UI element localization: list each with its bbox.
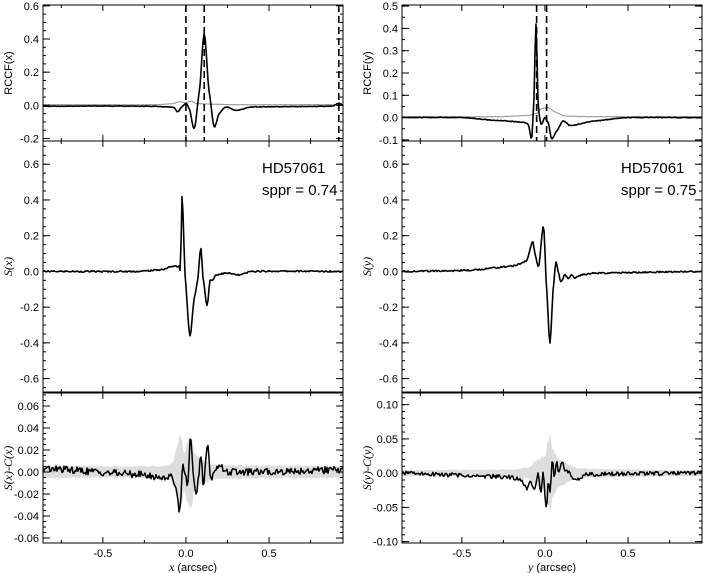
- x-tick-label: 0.5: [261, 548, 276, 560]
- y-tick-label: 0.5: [383, 1, 398, 13]
- x-tick-label: 0.0: [178, 548, 193, 560]
- y-tick-label: 0.02: [18, 445, 39, 457]
- y-axis-label: S(y)-C(y): [360, 446, 374, 491]
- panel-s-minus-c-x: 0.06 0.04 0.02 0.00 -0.02 -0.04 -0.06 -0.5 0.0 0.…: [1, 392, 344, 573]
- x-axis-label-unit: (arcsec): [533, 562, 576, 573]
- axes-frame: [42, 4, 344, 142]
- y-tick-label: 0.3: [383, 46, 398, 58]
- y-tick-label: 0.4: [24, 195, 39, 207]
- axes-frame: [42, 392, 344, 544]
- y-tick-label: -0.06: [14, 533, 39, 545]
- y-tick-label: 0.06: [18, 401, 39, 413]
- y-tick-label: 0.00: [18, 467, 39, 479]
- y-tick-label: 0.0: [383, 113, 398, 125]
- axes-frame: [401, 4, 703, 142]
- y-tick-label: 0.4: [24, 34, 39, 46]
- y-tick-label: 0.4: [383, 195, 398, 207]
- y-tick-label: 0.6: [24, 1, 39, 13]
- y-tick-label: -0.10: [373, 537, 398, 549]
- x-axis-label-unit: (arcsec): [174, 562, 217, 573]
- x-tick-label: 0.5: [620, 548, 635, 560]
- y-tick-label: -0.2: [20, 302, 39, 314]
- x-tick-label: -0.5: [452, 548, 471, 560]
- y-tick-label: -0.2: [379, 302, 398, 314]
- series-RCCF: [402, 23, 702, 140]
- panel-s-x: 0.6 0.4 0.2 0.0 -0.2 -0.4 -0.6 S(x) HD57061 sppr …: [1, 140, 344, 393]
- x-tick-label: -0.5: [93, 548, 112, 560]
- x-axis-label-var: y: [527, 560, 534, 573]
- panel-rccf-y: 0.5 0.4 0.3 0.2 0.1 0.0 -0.1 RCCF(y): [362, 1, 703, 147]
- panel-s-y: 0.6 0.4 0.2 0.0 -0.2 -0.4 -0.6 S(y) HD57061 sppr …: [360, 140, 703, 393]
- y-tick-label: 0.00: [377, 468, 398, 480]
- series-reference: [402, 106, 702, 118]
- y-tick-label: -0.05: [373, 502, 398, 514]
- x-tick-label: 0.0: [537, 548, 552, 560]
- y-tick-label: -0.4: [20, 338, 39, 350]
- y-tick-label: 0.0: [383, 266, 398, 278]
- y-tick-label: 0.1: [383, 90, 398, 102]
- y-tick-label: 0.6: [383, 159, 398, 171]
- star-name-annotation: HD57061: [262, 160, 325, 177]
- axes-frame: [401, 392, 703, 544]
- y-tick-label: 0.2: [383, 68, 398, 80]
- y-tick-label: 0.05: [377, 434, 398, 446]
- y-axis-label: S(x): [1, 257, 15, 276]
- x-axis-label: x (arcsec): [168, 560, 217, 573]
- series-residual: [402, 460, 702, 508]
- panel-s-minus-c-y: 0.10 0.05 0.00 -0.05 -0.10 -0.5 0.0 0.5 y (arcse…: [360, 392, 703, 573]
- y-tick-label: -0.4: [379, 338, 398, 350]
- y-tick-label: 0.10: [377, 400, 398, 412]
- y-tick-label: 0.4: [383, 23, 398, 35]
- y-tick-label: -0.04: [14, 511, 39, 523]
- axes-frame: [42, 140, 344, 393]
- y-tick-label: -0.6: [379, 374, 398, 386]
- y-tick-label: 0.0: [24, 100, 39, 112]
- y-axis-label: S(x)-C(x): [1, 446, 15, 491]
- panel-rccf-x: 0.6 0.4 0.2 0.0 -0.2 RCCF(x): [3, 1, 344, 146]
- x-axis-label-var: x: [168, 560, 175, 573]
- y-tick-label: -0.02: [14, 489, 39, 501]
- y-axis-label: S(y): [360, 257, 374, 276]
- sppr-annotation: sppr = 0.74: [262, 182, 337, 199]
- y-tick-label: 0.04: [18, 423, 39, 435]
- series-S: [402, 226, 702, 344]
- y-tick-label: 0.6: [24, 159, 39, 171]
- x-axis-label: y (arcsec): [527, 560, 576, 573]
- sppr-annotation: sppr = 0.75: [621, 182, 696, 199]
- series-residual: [43, 438, 343, 513]
- y-tick-label: -0.2: [20, 134, 39, 146]
- star-name-annotation: HD57061: [621, 160, 684, 177]
- series-RCCF: [43, 33, 343, 130]
- series-S: [43, 195, 343, 337]
- y-tick-label: 0.2: [383, 231, 398, 243]
- y-tick-label: 0.2: [24, 231, 39, 243]
- y-axis-label: RCCF(y): [362, 51, 374, 94]
- y-tick-label: -0.6: [20, 374, 39, 386]
- y-tick-label: -0.1: [379, 135, 398, 147]
- axes-frame: [401, 140, 703, 393]
- series-reference: [43, 100, 343, 106]
- y-tick-label: 0.0: [24, 266, 39, 278]
- y-axis-label: RCCF(x): [3, 51, 15, 94]
- y-tick-label: 0.2: [24, 67, 39, 79]
